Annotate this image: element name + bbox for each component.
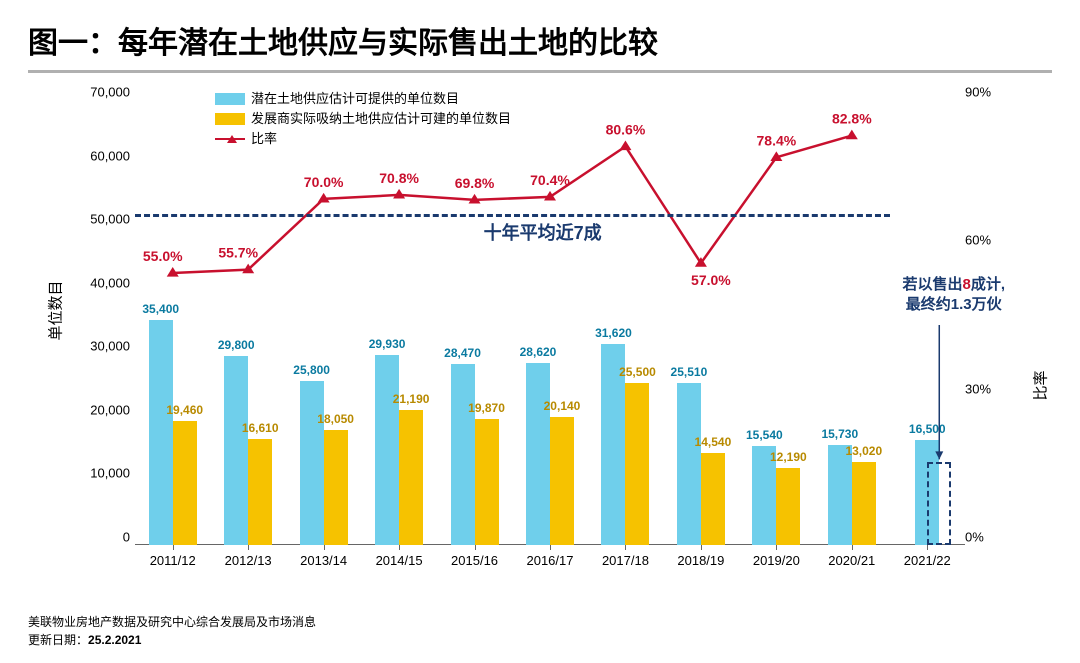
x-tick-label: 2013/14 [286, 545, 361, 575]
svg-text:70.4%: 70.4% [530, 172, 570, 188]
svg-text:55.7%: 55.7% [218, 245, 258, 261]
chart-container: 图一：每年潜在土地供应与实际售出土地的比较 潜在土地供应估计可提供的单位数目 发… [0, 0, 1080, 663]
x-tick-label: 2019/20 [739, 545, 814, 575]
annotation-text: 若以售出8成计, 最终约1.3万伙 [902, 275, 1005, 314]
svg-text:80.6%: 80.6% [606, 121, 646, 137]
annotation-line-1: 若以售出8成计, [902, 276, 1005, 293]
svg-text:55.0%: 55.0% [143, 248, 183, 264]
chart-title: 图一：每年潜在土地供应与实际售出土地的比较 [0, 0, 1080, 70]
x-tick-label: 2021/22 [890, 545, 965, 575]
footer-date-row: 更新日期：25.2.2021 [28, 631, 316, 649]
chart-area: 潜在土地供应估计可提供的单位数目 发展商实际吸纳土地供应估计可建的单位数目 比率… [75, 90, 1035, 590]
x-axis: 2011/122012/132013/142014/152015/162016/… [135, 545, 965, 575]
footer: 美联物业房地产数据及研究中心综合发展局及市场消息 更新日期：25.2.2021 [28, 613, 316, 649]
y-axis-right: 0%30%60%90% [965, 100, 1005, 545]
svg-text:70.0%: 70.0% [304, 174, 344, 190]
x-tick-label: 2012/13 [210, 545, 285, 575]
y-axis-left: 010,00020,00030,00040,00050,00060,00070,… [75, 100, 130, 545]
y-axis-right-label: 比率 [1030, 371, 1051, 401]
svg-text:70.8%: 70.8% [379, 170, 419, 186]
y-axis-left-label: 单位数目 [45, 280, 66, 340]
svg-text:82.8%: 82.8% [832, 111, 872, 127]
x-tick-label: 2017/18 [588, 545, 663, 575]
annotation-line-2: 最终约1.3万伙 [906, 296, 1002, 313]
title-underline [28, 70, 1052, 73]
footer-date: 25.2.2021 [88, 633, 141, 647]
plot-area: 35,40019,46029,80016,61025,80018,05029,9… [135, 100, 965, 545]
x-tick-label: 2016/17 [512, 545, 587, 575]
x-tick-label: 2018/19 [663, 545, 738, 575]
x-tick-label: 2014/15 [361, 545, 436, 575]
footer-date-label: 更新日期： [28, 633, 88, 647]
ratio-line-svg: 55.0% 55.7% 70.0% 70.8% 69.8% 70.4% 80.6% 57.0%… [135, 100, 965, 545]
x-tick-label: 2011/12 [135, 545, 210, 575]
svg-text:57.0%: 57.0% [691, 272, 731, 288]
svg-text:69.8%: 69.8% [455, 175, 495, 191]
footer-source: 美联物业房地产数据及研究中心综合发展局及市场消息 [28, 613, 316, 631]
average-line [135, 214, 890, 217]
x-tick-label: 2020/21 [814, 545, 889, 575]
projected-bar [927, 462, 951, 545]
average-line-label: 十年平均近7成 [484, 219, 602, 245]
x-tick-label: 2015/16 [437, 545, 512, 575]
svg-text:78.4%: 78.4% [757, 132, 797, 148]
